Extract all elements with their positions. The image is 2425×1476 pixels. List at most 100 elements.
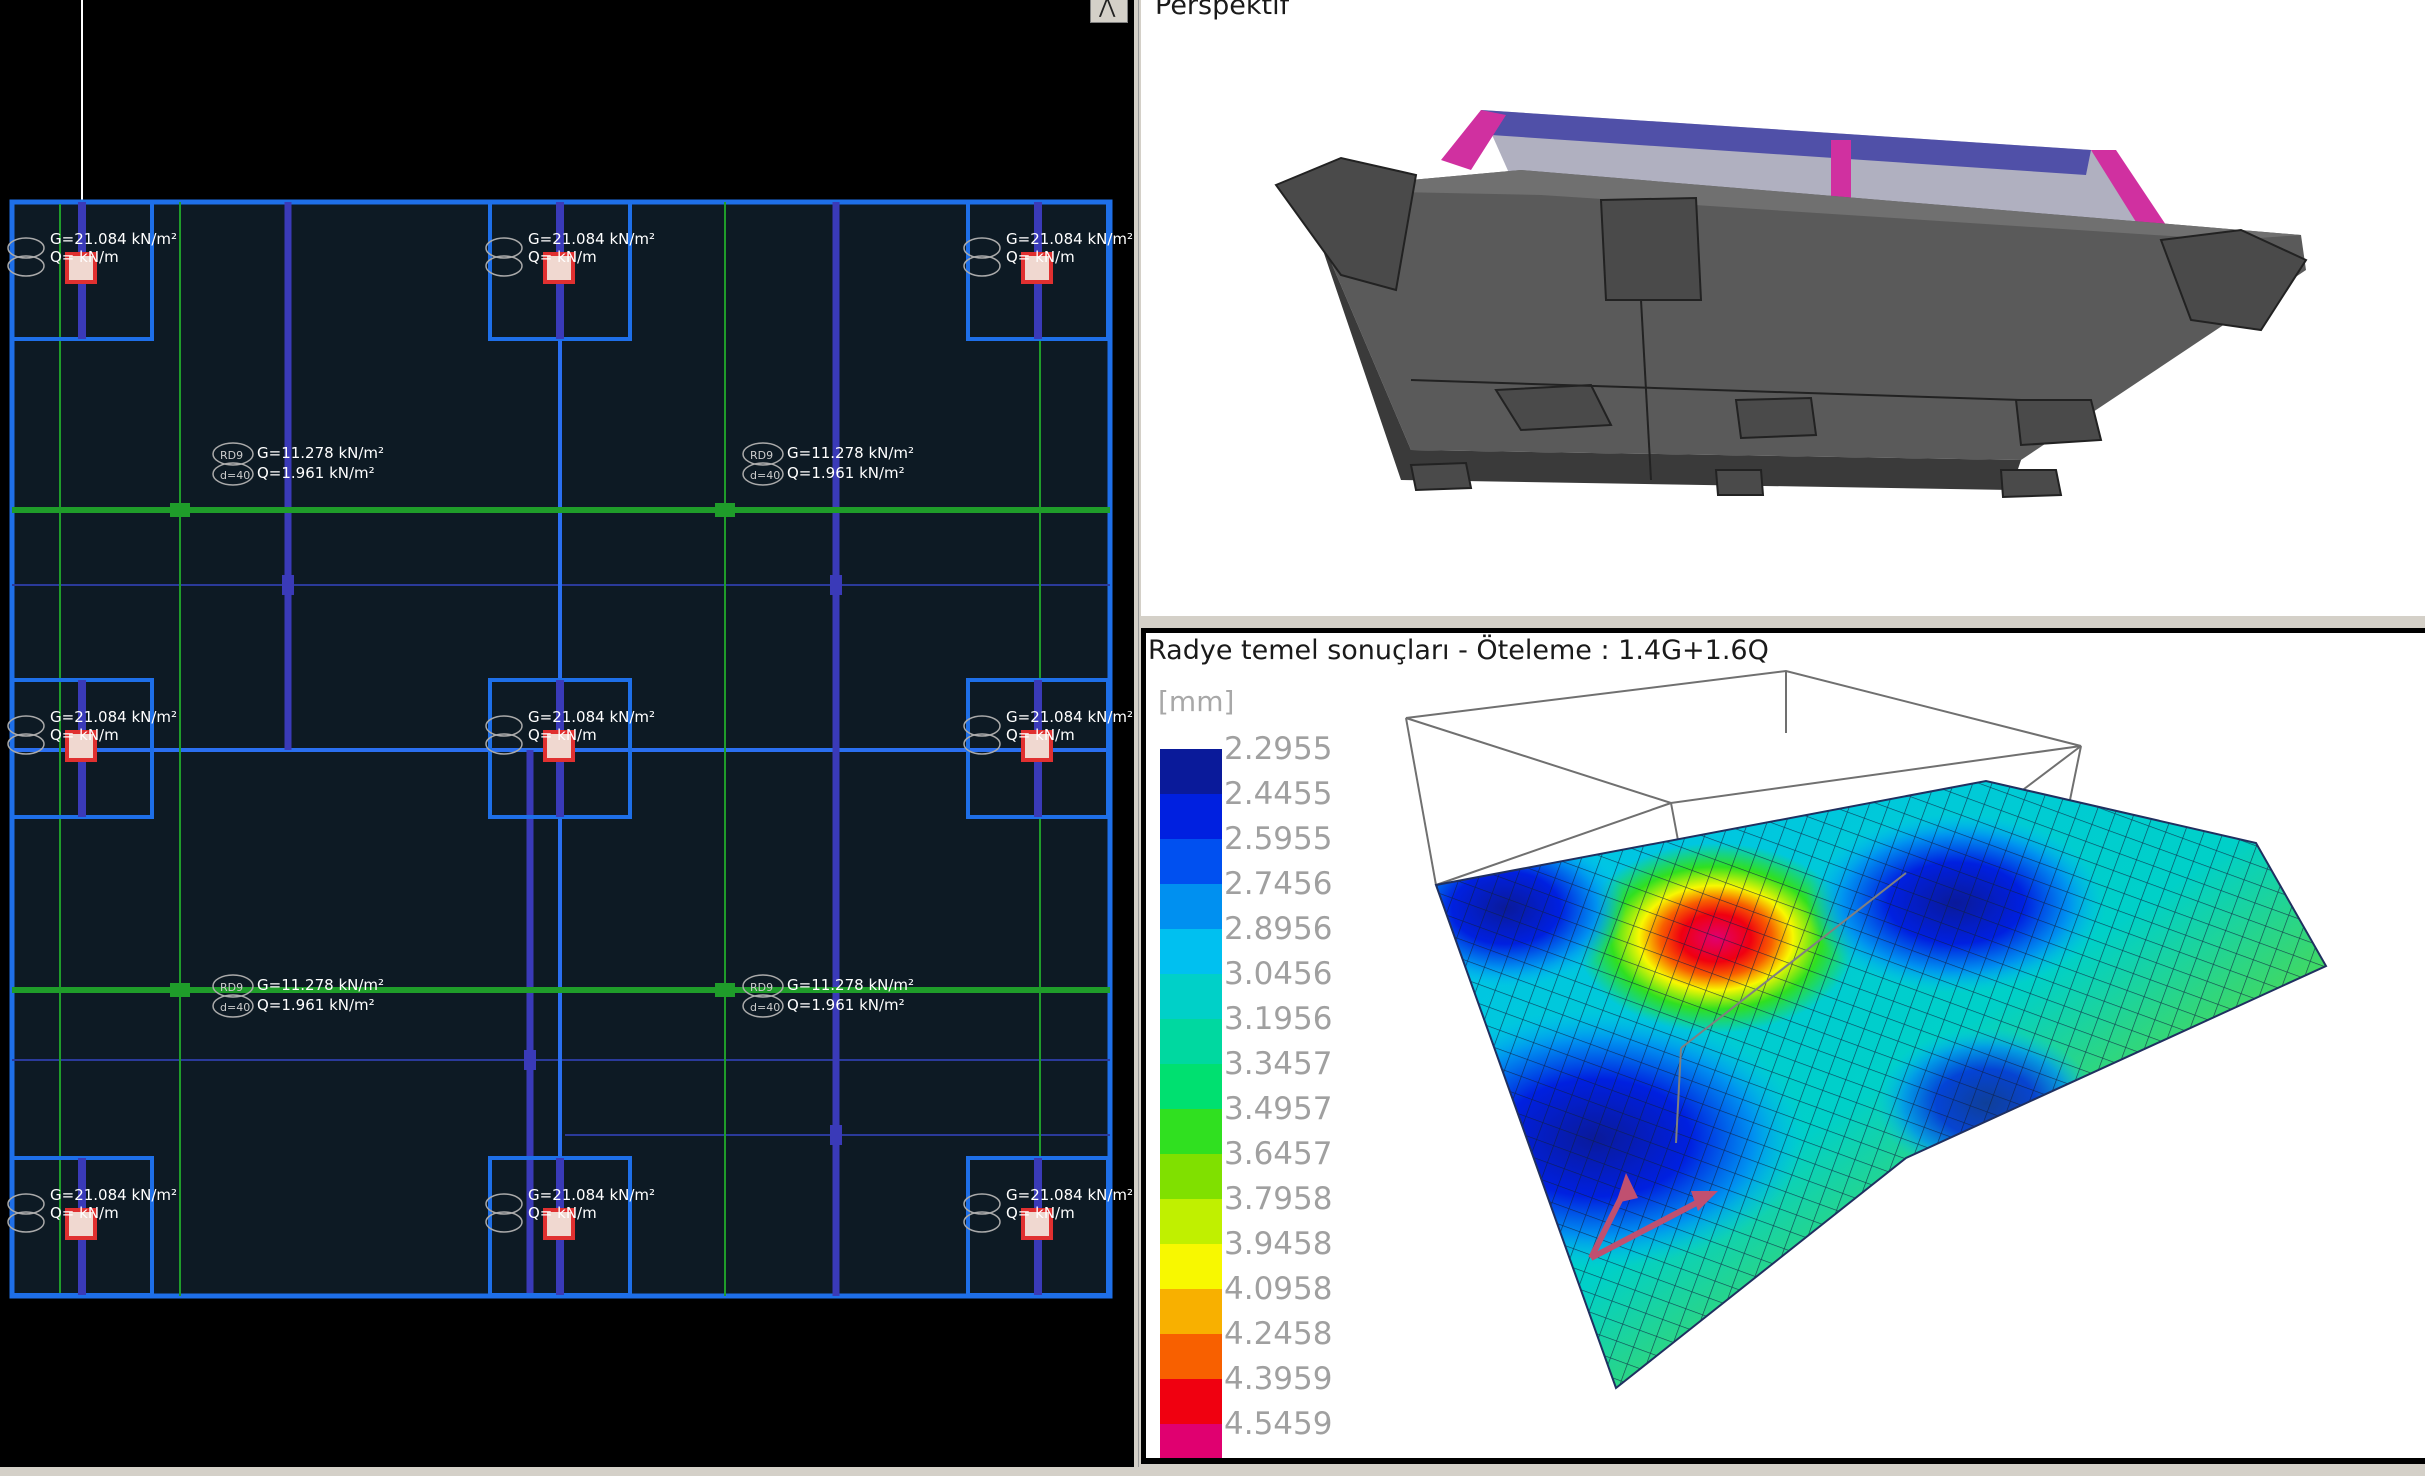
panel-load-label: RD9 d=40 G=11.278 kN/m² Q=1.961 kN/m² xyxy=(212,974,384,1018)
pier-cap: G=21.084 kN/m²Q= kN/m xyxy=(963,678,1133,819)
legend-value: 2.4455 xyxy=(1224,776,1333,812)
tag-oval-bot xyxy=(212,462,254,486)
results-title: Radye temel sonuçları - Öteleme : 1.4G+1… xyxy=(1148,635,1769,666)
column-square xyxy=(65,252,97,284)
magenta-column-left xyxy=(1441,110,1506,170)
column-square xyxy=(543,1208,575,1240)
pier-load-q: Q= kN/m xyxy=(1006,248,1075,266)
caret-up-icon: ⋀ xyxy=(1099,0,1116,18)
tag-oval-top xyxy=(963,1193,1001,1215)
purple-nodes xyxy=(282,575,842,1145)
pier-load-q: Q= kN/m xyxy=(50,1204,119,1222)
pier-cap: G=21.084 kN/m²Q= kN/m xyxy=(485,200,655,341)
unit-label: [mm] xyxy=(1158,685,1235,718)
pier-load-q: Q= kN/m xyxy=(1006,1204,1075,1222)
legend-value: 3.3457 xyxy=(1224,1046,1333,1082)
pier-load-q: Q= kN/m xyxy=(528,726,597,744)
column-square xyxy=(543,730,575,762)
legend-swatch xyxy=(1160,1154,1222,1199)
legend-value: 4.3959 xyxy=(1224,1361,1333,1397)
tag-oval-bot xyxy=(7,733,45,755)
magenta-column-right xyxy=(2091,150,2166,230)
tag-oval-bot xyxy=(7,255,45,277)
tag-oval-bot xyxy=(485,733,523,755)
column-square xyxy=(65,730,97,762)
column-square xyxy=(1021,1208,1053,1240)
tag-oval-top xyxy=(742,974,784,998)
tag-b: d=40 xyxy=(220,469,250,482)
panel-load-q: Q=1.961 kN/m² xyxy=(787,996,905,1014)
tag-oval-top xyxy=(963,237,1001,259)
pier-load-q: Q= kN/m xyxy=(50,248,119,266)
pier-load-g: G=21.084 kN/m² xyxy=(528,230,655,248)
tag-oval-top xyxy=(485,715,523,737)
legend-value: 4.0958 xyxy=(1224,1271,1333,1307)
legend-swatch xyxy=(1160,1109,1222,1154)
purple-beams xyxy=(284,202,840,1296)
legend-swatch xyxy=(1160,1424,1222,1458)
vertical-splitter[interactable] xyxy=(1134,0,1141,1476)
tag-b: d=40 xyxy=(750,469,780,482)
tag-oval-bot xyxy=(963,255,1001,277)
pier-cap: G=21.084 kN/m²Q= kN/m xyxy=(7,1156,177,1297)
column-square xyxy=(65,1208,97,1240)
panel-load-q: Q=1.961 kN/m² xyxy=(257,996,375,1014)
pier-load-g: G=21.084 kN/m² xyxy=(50,230,177,248)
legend-value: 4.5459 xyxy=(1224,1406,1333,1442)
legend-swatch xyxy=(1160,974,1222,1019)
column-square xyxy=(1021,252,1053,284)
tag-a: RD9 xyxy=(750,981,773,994)
perspective-3d-model xyxy=(1274,110,2308,499)
horizontal-splitter[interactable] xyxy=(1141,616,2425,628)
plan-viewport[interactable]: G=21.084 kN/m² Q= kN/m G=21.084 kN/m² Q= kN… xyxy=(0,0,1134,1467)
legend-swatch xyxy=(1160,1019,1222,1064)
panel-load-g: G=11.278 kN/m² xyxy=(787,976,914,994)
pier-cap: G=21.084 kN/m²Q= kN/m xyxy=(485,1156,655,1297)
legend-value: 3.1956 xyxy=(1224,1001,1333,1037)
perspective-title: Perspektif xyxy=(1155,0,1290,21)
tag-oval-bot xyxy=(742,994,784,1018)
tag-oval-top xyxy=(7,1193,45,1215)
pier-load-g: G=21.084 kN/m² xyxy=(50,708,177,726)
tag-oval-top xyxy=(742,442,784,466)
legend-value: 3.0456 xyxy=(1224,956,1333,992)
panel-load-g: G=11.278 kN/m² xyxy=(257,976,384,994)
tag-a: RD9 xyxy=(750,449,773,462)
perspective-viewport[interactable]: Perspektif xyxy=(1141,0,2425,616)
results-viewport[interactable]: Radye temel sonuçları - Öteleme : 1.4G+1… xyxy=(1141,628,2425,1464)
tag-a: RD9 xyxy=(220,449,243,462)
tag-oval-top xyxy=(7,237,45,259)
legend-value: 2.2955 xyxy=(1224,731,1333,767)
legend-value: 3.7958 xyxy=(1224,1181,1333,1217)
panel-load-q: Q=1.961 kN/m² xyxy=(787,464,905,482)
legend-value: 4.2458 xyxy=(1224,1316,1333,1352)
legend-swatch xyxy=(1160,1379,1222,1424)
beam-nodes xyxy=(170,503,735,997)
displacement-contour-plot xyxy=(1405,669,2328,1390)
pier-cap: G=21.084 kN/m²Q= kN/m xyxy=(7,200,177,341)
legend-value: 3.6457 xyxy=(1224,1136,1333,1172)
tag-oval-bot xyxy=(485,255,523,277)
pier-load-g: G=21.084 kN/m² xyxy=(1006,230,1133,248)
green-beams xyxy=(12,507,1110,993)
magenta-column-mid xyxy=(1831,140,1851,200)
pier-cap: G=21.084 kN/m²Q= kN/m xyxy=(963,1156,1133,1297)
pier-cap: G=21.084 kN/m²Q= kN/m xyxy=(7,678,177,819)
panel-load-labels: RD9 d=40 G=11.278 kN/m² Q=1.961 kN/m² RD9 d=4… xyxy=(212,442,914,1018)
panel-load-g: G=11.278 kN/m² xyxy=(787,444,914,462)
pier-load-q: Q= kN/m xyxy=(528,248,597,266)
legend-value: 2.5955 xyxy=(1224,821,1333,857)
foundation-plan-drawing: G=21.084 kN/m²Q= kN/mG=21.084 kN/m²Q= kN… xyxy=(7,0,1133,1299)
maximize-button[interactable]: ⋀ xyxy=(1090,0,1128,23)
pier-load-g: G=21.084 kN/m² xyxy=(528,1186,655,1204)
legend-value: 3.4957 xyxy=(1224,1091,1333,1127)
pier-cap: G=21.084 kN/m²Q= kN/m xyxy=(963,200,1133,341)
tag-oval-bot xyxy=(963,733,1001,755)
tag-a: RD9 xyxy=(220,981,243,994)
panel-load-q: Q=1.961 kN/m² xyxy=(257,464,375,482)
deformed-surface xyxy=(1436,781,2326,1388)
pier-load-q: Q= kN/m xyxy=(1006,726,1075,744)
tag-oval-bot xyxy=(212,994,254,1018)
column-square xyxy=(543,252,575,284)
pier-load-g: G=21.084 kN/m² xyxy=(1006,1186,1133,1204)
